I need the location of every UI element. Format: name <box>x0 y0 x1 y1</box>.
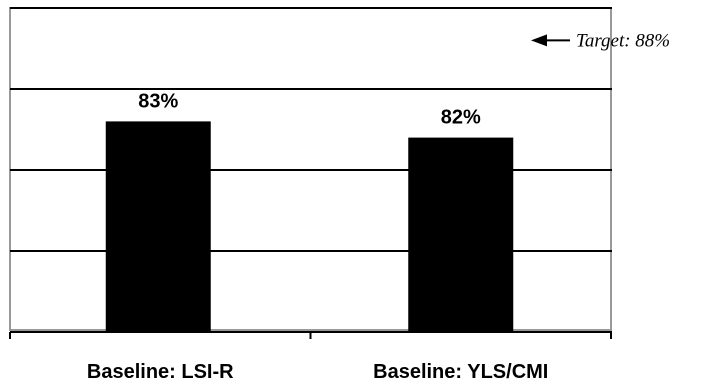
bar-value-label: 82% <box>441 107 481 129</box>
target-annotation: Target: 88% <box>531 30 670 51</box>
bar <box>408 137 514 332</box>
bar <box>105 121 211 333</box>
target-arrow-head <box>531 34 547 47</box>
bar-value-label: 83% <box>138 90 178 112</box>
x-axis: Baseline: LSI-R Baseline: YLS/CMI <box>9 331 612 383</box>
target-label: Target: 88% <box>576 30 670 51</box>
x-tick-label: Baseline: YLS/CMI <box>373 361 548 383</box>
gridlines <box>10 7 612 252</box>
bars <box>105 121 514 333</box>
data-labels: 83% 82% <box>138 90 481 128</box>
x-tick-label: Baseline: LSI-R <box>87 361 234 383</box>
